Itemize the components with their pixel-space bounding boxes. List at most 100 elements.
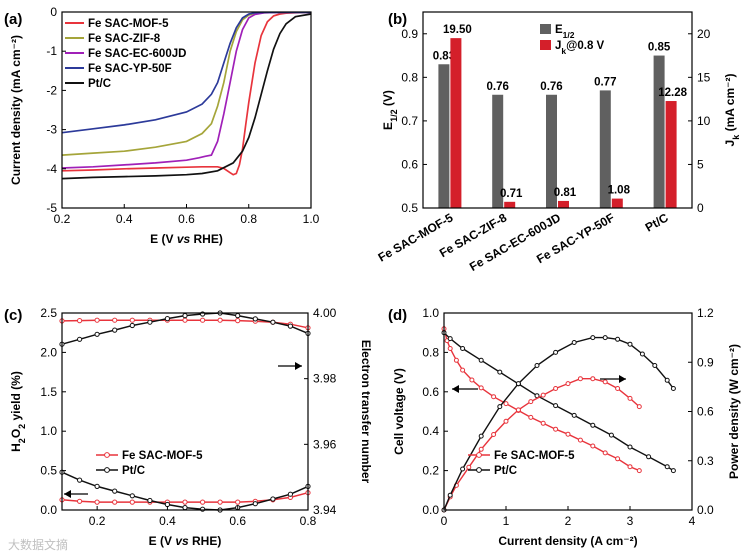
panel-d-series-marker xyxy=(571,412,577,418)
panel-c-ylabel-left-part: 2 xyxy=(17,438,27,443)
panel-d-series-marker xyxy=(636,468,642,474)
panel-c-ylabel-left: H2O2 yield (%) xyxy=(9,371,27,452)
panel-a-xlabel-part: E (V xyxy=(150,232,177,246)
panel-d-series-marker xyxy=(627,464,633,470)
panel-b-bar-label-jk: 1.08 xyxy=(608,185,631,197)
panel-c: (c) 0.2 0.4 0.6 0.8 0.0 0.5 1.0 1.5 2.0 2.5 3.94 3.9… xyxy=(4,306,373,548)
panel-b-frame xyxy=(422,11,693,209)
panel-b-bar-e12 xyxy=(438,64,450,209)
panel-b-ylabel-right: Jk (mA cm⁻²) xyxy=(723,74,741,147)
panel-c-xlabel-italic: vs xyxy=(175,534,189,548)
panel-c-yr-tick-label: 3.98 xyxy=(313,372,337,386)
panel-d-series-marker xyxy=(515,381,521,387)
panel-b-bar-label-jk: 0.81 xyxy=(554,187,577,199)
panel-d-series-marker xyxy=(652,363,658,368)
panel-b-bar-jk xyxy=(611,198,623,208)
panel-b-yr-tick-label: 10 xyxy=(697,114,711,128)
panel-c-arrowhead-right xyxy=(295,362,302,370)
panel-b-yl-tick-label: 0.8 xyxy=(401,70,418,84)
panel-b-legend-label: E1/2 xyxy=(555,24,575,40)
panel-b-bar-label-e12: 0.77 xyxy=(594,76,616,88)
panel-a-series-line xyxy=(61,11,312,176)
panel-d-yl-tick-label: 0.6 xyxy=(422,385,439,399)
panel-d-series-marker xyxy=(453,357,459,363)
panel-c-series-marker xyxy=(235,313,241,319)
panel-d-series-marker xyxy=(636,404,642,410)
panel-c-label: (c) xyxy=(4,307,22,324)
panel-c-x-tick-label: 0.8 xyxy=(300,514,317,528)
panel-c-series-marker xyxy=(182,499,188,505)
panel-a-x-tick-label: 0.2 xyxy=(54,212,71,226)
panel-d-series-marker xyxy=(602,335,608,341)
panel-c-yr-tick-label: 3.94 xyxy=(313,503,337,517)
panel-b-bar-label-jk: 0.71 xyxy=(500,188,523,200)
panel-c-series-marker xyxy=(182,505,188,511)
panel-a-y-tick-label: -5 xyxy=(46,201,57,215)
panel-a-series-line xyxy=(61,11,311,134)
panel-d-series-marker xyxy=(670,386,676,391)
panel-d-yr-tick-label: 0.0 xyxy=(697,503,714,517)
panel-c-series-marker xyxy=(182,313,188,319)
panel-b-yr-tick-label: 5 xyxy=(697,157,704,171)
panel-d-series-marker xyxy=(627,341,633,347)
panel-a-legend-label: Fe SAC-YP-50F xyxy=(88,63,172,75)
panel-d-series-marker xyxy=(478,385,484,391)
panel-d-series-marker xyxy=(565,381,571,387)
panel-d-yr-tick-label: 0.9 xyxy=(697,355,714,369)
panel-d-series-marker xyxy=(447,346,453,351)
panel-c-series-marker xyxy=(129,499,135,505)
panel-d-series-marker xyxy=(553,403,559,409)
panel-b-bar-e12 xyxy=(599,90,611,208)
panel-b-legend-swatch xyxy=(540,24,551,34)
panel-c-legend-marker xyxy=(104,467,110,473)
panel-c-x-tick-label: 0.4 xyxy=(159,514,176,528)
panel-c-legend-label: Pt/C xyxy=(122,465,145,477)
panel-c-legend-marker xyxy=(104,452,110,458)
panel-d-series-marker xyxy=(602,379,608,385)
panel-c-yl-tick-label: 1.0 xyxy=(40,424,57,438)
panel-b-bar-jk xyxy=(558,200,569,208)
panel-b-bar-label-e12: 0.76 xyxy=(540,81,562,93)
panel-c-series-marker xyxy=(217,317,223,323)
panel-c-series-marker xyxy=(94,317,100,323)
panel-a-xlabel-italic: vs xyxy=(177,232,191,246)
panel-d-series-marker xyxy=(577,437,583,443)
panel-c-xlabel-part: E (V xyxy=(149,534,176,548)
panel-b-label: (b) xyxy=(388,11,407,28)
panel-b-bar-label-jk: 12.28 xyxy=(658,87,687,99)
panel-d-series-marker xyxy=(447,492,453,498)
panel-c-xlabel: E (V vs RHE) xyxy=(149,534,222,548)
panel-b-yr-tick-label: 20 xyxy=(697,27,711,41)
panel-c-series-marker xyxy=(112,327,118,333)
panel-c-xlabel-part: RHE) xyxy=(189,534,222,548)
panel-b-bar-jk xyxy=(504,201,516,208)
panel-b-bar-label-e12: 0.83 xyxy=(433,50,455,62)
panel-c-yr-tick-label: 3.96 xyxy=(313,437,337,451)
panel-c-series-marker xyxy=(94,499,100,505)
panel-d-series-marker xyxy=(478,446,484,452)
panel-c-series-marker xyxy=(112,488,118,494)
panel-d: (d)0 1 2 3 40.00.20.40.60.81.00.00.30.60.91.… xyxy=(388,306,741,548)
panel-d-x-tick-label: 0 xyxy=(441,514,448,528)
panel-c-series-marker xyxy=(129,493,135,499)
panel-b-legend-main: J xyxy=(555,40,561,52)
panel-d-yl-tick-label: 0.4 xyxy=(422,424,439,438)
watermark-text: 大数据文摘 xyxy=(8,538,69,552)
panel-a-y-tick-label: -3 xyxy=(46,123,57,137)
panel-c-series-marker xyxy=(235,499,241,505)
panel-d-series-marker xyxy=(460,367,466,373)
panel-a-y-tick-label: -4 xyxy=(46,162,57,176)
panel-d-series-marker xyxy=(627,395,633,401)
panel-c-series-marker xyxy=(112,499,118,505)
panel-d-series-marker xyxy=(491,394,497,400)
panel-d-series-marker xyxy=(460,466,466,472)
panel-d-series-marker xyxy=(553,426,559,432)
panel-c-ylabel-left-part: O xyxy=(9,429,23,438)
panel-d-series-marker xyxy=(590,376,596,382)
panel-c-series-marker xyxy=(200,506,206,512)
panel-b-ylabel-right-unit: (mA cm⁻²) xyxy=(723,74,737,135)
panel-d-series-marker xyxy=(565,431,571,437)
panel-c-series-marker xyxy=(77,498,83,504)
panel-c-yl-tick-label: 0.5 xyxy=(40,464,57,478)
